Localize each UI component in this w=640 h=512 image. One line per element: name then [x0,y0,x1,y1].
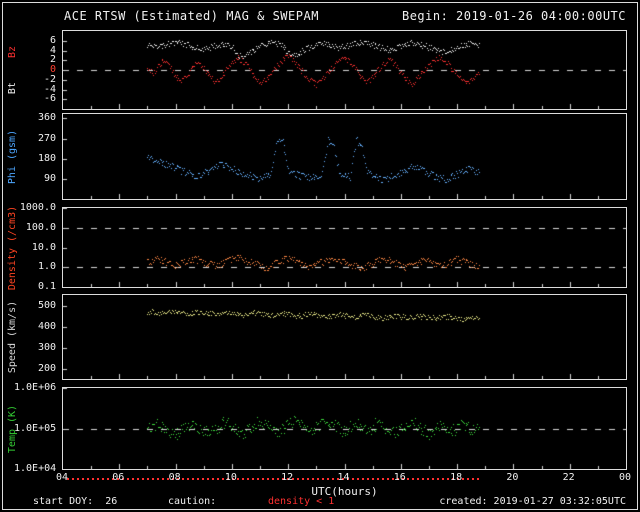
panel-phi-trace-canvas [63,114,626,199]
ytick-temp-1.0E+06: 1.0E+06 [14,382,57,393]
ytick-speed-300: 300 [37,341,56,353]
ylabel-density: Density (/cm3) [7,205,18,290]
ylabel-part: Bt [7,57,18,95]
ylabel-part: Density (/cm3) [7,205,18,290]
ylabel-part: Bz [7,45,18,58]
x-axis-title: UTC(hours) [311,485,378,498]
panel-speed [62,294,627,380]
ytick-density-100.0: 100.0 [25,221,56,233]
ytick-phi-270: 270 [37,132,56,144]
ytick-speed-500: 500 [37,299,56,311]
ytick-speed-400: 400 [37,320,56,332]
ytick-bt-bz-4: 4 [49,44,56,56]
ylabel-part: Phi (gsm) [7,129,18,184]
plot-title: ACE RTSW (Estimated) MAG & SWEPAM [64,9,319,23]
ytick-bt-bz--2: -2 [43,73,56,85]
panel-density [62,207,627,288]
ylabel-part: Temp (K) [7,404,18,453]
xtick-08: 08 [168,472,181,483]
xtick-20: 20 [506,472,519,483]
ytick-bt-bz-6: 6 [49,34,56,46]
ytick-temp-1.0E+05: 1.0E+05 [14,422,57,434]
panel-bt-bz-trace-canvas [63,31,626,109]
caution-indicator-line [67,478,483,480]
xtick-16: 16 [393,472,406,483]
ylabel-bt-bz: Bt Bz [7,45,18,95]
ytick-phi-90: 90 [43,172,56,184]
panel-density-trace-canvas [63,208,626,287]
start-doy-label: start DOY: 26 [33,496,118,507]
caution-label: caution: [168,496,217,507]
ytick-density-0.1: 0.1 [37,281,56,292]
ylabel-phi: Phi (gsm) [7,129,18,184]
xtick-14: 14 [337,472,350,483]
ytick-bt-bz-0: 0 [49,64,56,75]
ytick-speed-200: 200 [37,362,56,374]
ytick-phi-360: 360 [37,112,56,124]
panel-temp [62,387,627,470]
ytick-temp-1.0E+04: 1.0E+04 [14,463,57,474]
ytick-density-1000.0: 1000.0 [19,202,56,213]
ytick-density-1.0: 1.0 [37,261,56,273]
panel-bt-bz [62,30,627,110]
begin-timestamp: Begin: 2019-01-26 04:00:00UTC [401,9,626,23]
ytick-density-10.0: 10.0 [31,241,56,253]
ylabel-temp: Temp (K) [7,404,18,453]
xtick-00: 00 [618,472,632,483]
caution-value-label: density < 1 [268,496,335,507]
ytick-bt-bz--4: -4 [43,83,56,95]
ylabel-speed: Speed (km/s) [7,300,18,374]
panel-speed-trace-canvas [63,295,626,379]
panel-phi [62,113,627,200]
xtick-22: 22 [562,472,575,483]
ytick-phi-180: 180 [37,152,56,164]
xtick-06: 06 [112,472,125,483]
created-timestamp: created: 2019-01-27 03:32:05UTC [439,496,626,507]
panel-temp-trace-canvas [63,388,626,469]
ylabel-part: Speed (km/s) [7,300,18,374]
xtick-18: 18 [450,472,463,483]
xtick-10: 10 [224,472,237,483]
ytick-bt-bz-2: 2 [49,54,56,66]
xtick-04: 04 [55,472,69,483]
ytick-bt-bz--6: -6 [43,93,56,105]
xtick-12: 12 [281,472,294,483]
